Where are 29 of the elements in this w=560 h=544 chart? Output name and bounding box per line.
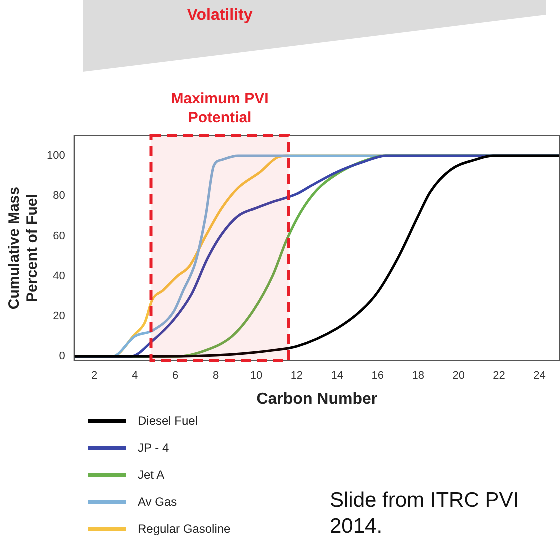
legend-label: JP - 4 (138, 441, 170, 455)
x-tick-label: 18 (412, 370, 424, 382)
y-axis-title: Cumulative Mass Percent of Fuel (6, 187, 42, 310)
x-tick-label: 10 (250, 370, 263, 382)
text: Volatility (186, 7, 254, 25)
y-tick-label: 60 (53, 230, 66, 242)
y-tick-label: 100 (46, 150, 66, 162)
x-tick-label: 16 (372, 370, 384, 382)
x-tick-label: 20 (452, 370, 465, 382)
x-tick-label: 4 (132, 370, 138, 382)
x-tick-label: 2 (92, 370, 98, 382)
x-tick-label: 8 (212, 370, 220, 382)
y-tick-label: 80 (53, 190, 66, 202)
x-tick-label: 6 (172, 370, 179, 382)
x-axis-title: Carbon Number (256, 390, 378, 408)
y-tick-label: 40 (53, 270, 66, 282)
legend-label: Regular Gasoline (138, 522, 231, 536)
x-tick-label: 12 (290, 370, 304, 382)
band-label: Maximum PVI Potential (171, 90, 269, 127)
x-tick-label: 14 (331, 370, 344, 382)
x-tick-label: 24 (534, 370, 546, 382)
line-series (74, 154, 560, 358)
text: Slide from ITRC PVI 2014. (330, 488, 520, 540)
legend-label: Diesel Fuel (138, 414, 198, 428)
legend-label: Jet A (138, 468, 165, 482)
x-tick-label: 22 (493, 370, 506, 382)
y-tick-label: 0 (59, 350, 66, 363)
legend-label: Av Gas (138, 495, 178, 509)
y-tick-label: 20 (53, 310, 66, 323)
